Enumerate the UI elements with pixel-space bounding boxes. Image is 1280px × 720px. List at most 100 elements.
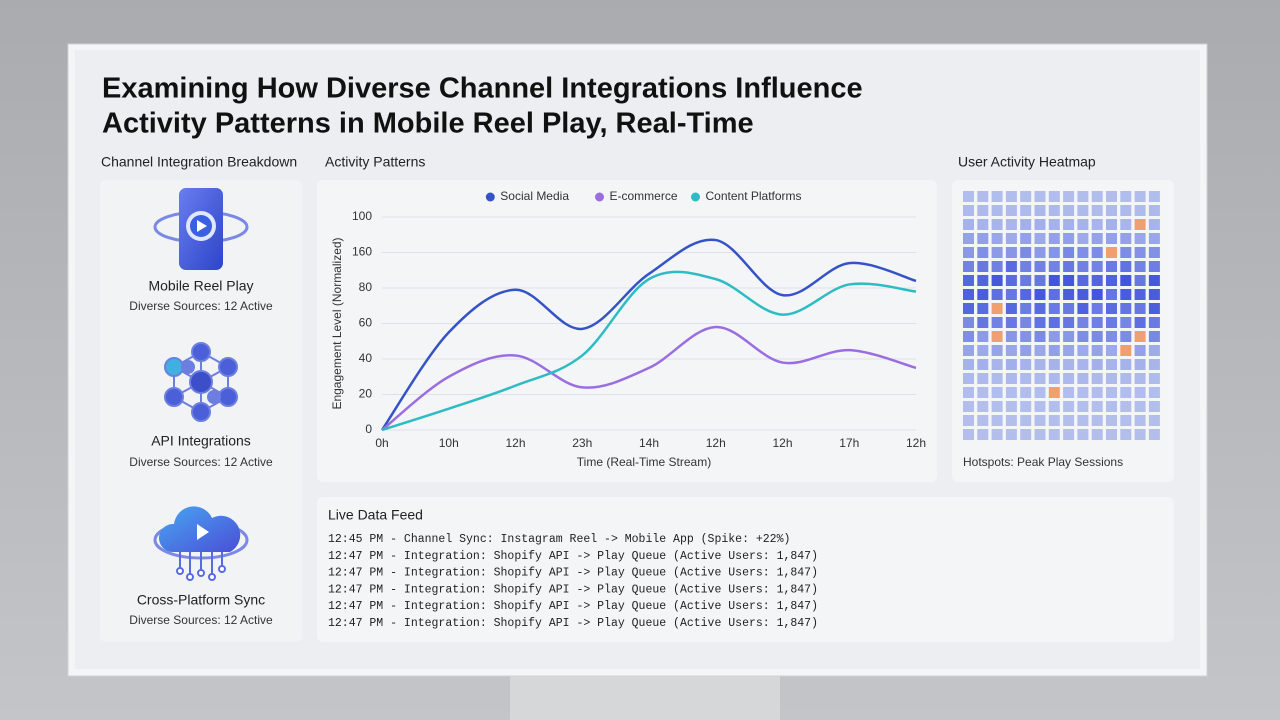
heatmap-cell <box>1091 359 1103 370</box>
heatmap-cell <box>963 191 974 202</box>
heatmap-cell <box>991 415 1003 426</box>
heatmap-cell <box>1106 261 1117 272</box>
heatmap-cell <box>1091 205 1103 216</box>
heatmap-cell <box>1106 401 1117 412</box>
heatmap-cell <box>1063 261 1075 272</box>
heatmap-cell <box>1034 275 1046 286</box>
section-title: User Activity Heatmap <box>958 154 1096 170</box>
title-line: Activity Patterns in Mobile Reel Play, R… <box>102 108 754 140</box>
heatmap-cell <box>1048 205 1060 216</box>
heatmap-cell <box>963 331 974 342</box>
heatmap-cell <box>963 289 974 300</box>
heatmap-cell <box>1020 191 1032 202</box>
heatmap-cell <box>1077 289 1089 300</box>
heatmap-cell <box>991 233 1003 244</box>
heatmap-cell <box>1134 359 1146 370</box>
heatmap-cell <box>1091 387 1103 398</box>
series-line <box>381 325 917 431</box>
heatmap-cell <box>977 345 989 356</box>
heatmap-cell <box>977 233 989 244</box>
heatmap-cell <box>1120 317 1132 328</box>
heatmap-cell <box>1020 233 1032 244</box>
heatmap-cell <box>991 401 1003 412</box>
x-tick-label: 12h <box>505 436 525 450</box>
x-tick-label: 23h <box>572 436 592 450</box>
heatmap-cell <box>977 317 989 328</box>
feed-lines: 12:45 PM - Channel Sync: Instagram Reel … <box>328 533 818 630</box>
feed-line: 12:47 PM - Integration: Shopify API -> P… <box>328 617 818 630</box>
heatmap-cell <box>1077 359 1089 370</box>
heatmap-cell <box>1091 415 1103 426</box>
heatmap-cell <box>991 429 1003 440</box>
heatmap-cell <box>1077 303 1089 314</box>
heatmap-cell <box>1106 191 1117 202</box>
heatmap-cell <box>1005 373 1017 384</box>
item-label: Cross-Platform Sync <box>137 592 265 608</box>
heatmap-cell <box>1106 233 1117 244</box>
heatmap-cell <box>963 345 974 356</box>
heatmap-cell <box>1005 303 1017 314</box>
heatmap-cell <box>1148 401 1160 412</box>
x-tick-label: 12h <box>772 436 792 450</box>
heatmap-cell <box>1134 205 1146 216</box>
heatmap-cell <box>1148 275 1160 286</box>
heatmap-cell <box>1106 275 1117 286</box>
heatmap-cell <box>1020 261 1032 272</box>
heatmap-cell <box>1034 261 1046 272</box>
heatmap-cell <box>1077 191 1089 202</box>
heatmap-cell <box>1020 275 1032 286</box>
heatmap-cell <box>1091 233 1103 244</box>
heatmap-cell <box>1005 415 1017 426</box>
heatmap-cell <box>1120 303 1132 314</box>
heatmap-cell <box>1148 289 1160 300</box>
heatmap-cell <box>1020 429 1032 440</box>
heatmap-cell <box>977 205 989 216</box>
heatmap-cell <box>1034 373 1046 384</box>
heatmap-cell <box>1148 247 1160 258</box>
heatmap-cell <box>1106 359 1117 370</box>
heatmap-cell <box>1120 191 1132 202</box>
x-axis-label: Time (Real-Time Stream) <box>577 455 711 469</box>
y-tick-label: 20 <box>359 387 373 401</box>
heatmap-cell <box>1106 415 1117 426</box>
heatmap-cell <box>1148 303 1160 314</box>
heatmap-cell <box>1005 205 1017 216</box>
feed-title: Live Data Feed <box>328 507 423 523</box>
heatmap-cell <box>1034 205 1046 216</box>
heatmap-cell <box>1005 247 1017 258</box>
heatmap-cell <box>1063 387 1075 398</box>
heatmap-cell <box>1005 359 1017 370</box>
heatmap-cell <box>1077 345 1089 356</box>
heatmap-cell <box>1063 247 1075 258</box>
feed-line: 12:47 PM - Integration: Shopify API -> P… <box>328 567 818 580</box>
item-detail: Diverse Sources: 12 Active <box>129 299 273 313</box>
heatmap-cell <box>1063 219 1075 230</box>
heatmap-cell <box>991 289 1003 300</box>
chart-card <box>317 180 937 482</box>
heatmap-cell <box>1148 415 1160 426</box>
heatmap-cell <box>1048 387 1060 398</box>
heatmap-cell <box>1134 401 1146 412</box>
heatmap-cell <box>977 401 989 412</box>
heatmap-cell <box>1120 401 1132 412</box>
heatmap-cell <box>1134 289 1146 300</box>
heatmap-cell <box>1077 275 1089 286</box>
heatmap-cell <box>991 387 1003 398</box>
heatmap-cell <box>977 261 989 272</box>
y-tick-label: 0 <box>365 422 372 436</box>
series-line <box>380 238 917 431</box>
heatmap-cell <box>977 429 989 440</box>
heatmap-cell <box>963 359 974 370</box>
heatmap-cell <box>1063 303 1075 314</box>
heatmap-cell <box>1106 387 1117 398</box>
heatmap-cell <box>1134 261 1146 272</box>
heatmap-cell <box>1077 247 1089 258</box>
heatmap-cell <box>991 205 1003 216</box>
heatmap-cell <box>1106 429 1117 440</box>
heatmap-cell <box>963 373 974 384</box>
heatmap-cell <box>963 247 974 258</box>
feed-line: 12:47 PM - Integration: Shopify API -> P… <box>328 600 818 613</box>
heatmap-cell <box>1034 415 1046 426</box>
heatmap-cell <box>963 387 974 398</box>
heatmap-cell <box>1134 387 1146 398</box>
